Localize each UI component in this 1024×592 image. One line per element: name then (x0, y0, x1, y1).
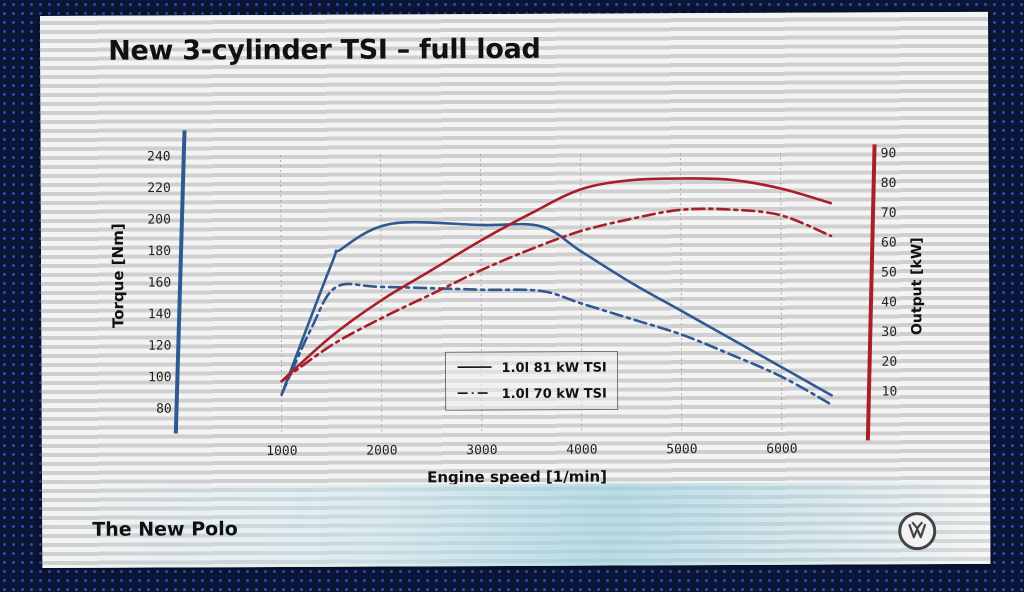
chart-legend: 1.0l 81 kW TSI 1.0l 70 kW TSI (445, 351, 619, 411)
grid-line-x-1 (380, 154, 383, 435)
x-tick-label-4: 5000 (666, 442, 697, 457)
y-left-tick-label-2: 120 (148, 339, 172, 354)
grid-line-x-0 (280, 154, 283, 435)
y-left-tick-label-7: 220 (147, 181, 171, 196)
y-right-tick-label-3: 40 (881, 295, 897, 310)
series-torque-70kw (280, 282, 834, 407)
x-tick-label-3: 4000 (566, 443, 597, 458)
x-tick-label-0: 1000 (266, 444, 297, 459)
legend-entry-2: 1.0l 70 kW TSI (502, 387, 607, 402)
y-left-tick-label-5: 180 (148, 244, 172, 259)
x-axis-label: Engine speed [1/min] (427, 468, 607, 486)
y-right-tick-label-6: 70 (881, 206, 897, 221)
legend-box (445, 351, 619, 411)
grid-line-x-3 (580, 153, 583, 434)
series-output-70kw (280, 207, 833, 383)
y-right-tick-label-1: 20 (881, 355, 897, 370)
x-tick-label-1: 2000 (366, 443, 397, 458)
output-axis-line (865, 144, 877, 441)
y-axis-left-label: Torque [Nm] (109, 223, 127, 328)
torque-axis-line (173, 130, 187, 434)
y-axis-right-label: Output [kW] (909, 237, 925, 335)
chart-series (280, 177, 834, 407)
y-right-tick-label-0: 10 (882, 384, 898, 399)
legend-entry-1: 1.0l 81 kW TSI (502, 361, 607, 376)
y-left-tick-label-3: 140 (148, 307, 172, 322)
y-right-tick-label-2: 30 (881, 325, 897, 340)
y-left-tick-label-4: 160 (148, 276, 172, 291)
grid-line-x-2 (480, 154, 483, 435)
series-output-81kw (280, 177, 833, 383)
series-torque-81kw (280, 220, 833, 397)
y-right-tick-label-8: 90 (881, 146, 897, 161)
chart-axes (173, 130, 877, 441)
x-tick-label-5: 6000 (766, 442, 797, 457)
grid-line-x-5 (780, 152, 783, 433)
vw-logo-icon (898, 512, 937, 551)
chart-ticks: 1000 2000 3000 4000 5000 6000 80 100 120 140 160 18… (147, 146, 897, 459)
grid-line-x-4 (680, 153, 683, 434)
presentation-slide: New 3-cylinder TSI – full load 1000 2000 3… (40, 11, 991, 568)
footer-label: The New Polo (92, 518, 238, 541)
y-left-tick-label-6: 200 (147, 212, 171, 227)
y-left-tick-label-0: 80 (156, 402, 172, 417)
chart: 1000 2000 3000 4000 5000 6000 80 100 120 140 160 18… (109, 130, 925, 486)
y-left-tick-label-1: 100 (148, 370, 172, 385)
y-left-tick-label-8: 240 (147, 149, 171, 164)
y-right-tick-label-4: 50 (881, 265, 897, 280)
x-tick-label-2: 3000 (466, 443, 497, 458)
y-right-tick-label-7: 80 (881, 176, 897, 191)
y-right-tick-label-5: 60 (881, 236, 897, 251)
chart-grid (280, 152, 783, 435)
